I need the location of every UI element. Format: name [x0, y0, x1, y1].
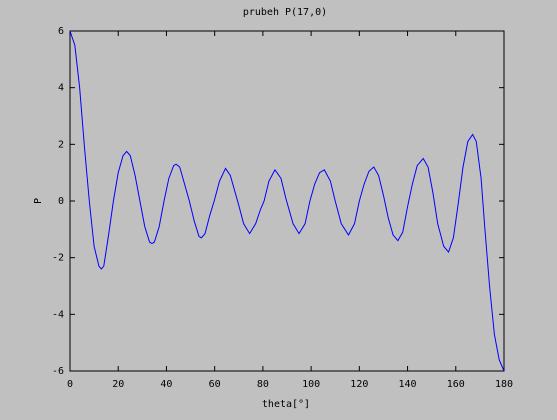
- x-tick-label: 100: [302, 379, 320, 390]
- y-tick-label: 6: [58, 26, 64, 37]
- x-tick-label: 80: [257, 379, 269, 390]
- x-tick-label: 40: [160, 379, 172, 390]
- x-tick-label: 60: [209, 379, 221, 390]
- y-tick-label: -4: [52, 309, 64, 320]
- y-tick-label: 4: [58, 83, 64, 94]
- x-tick-label: 160: [447, 379, 465, 390]
- y-tick-label: 0: [58, 196, 64, 207]
- x-axis-label: theta[°]: [262, 399, 310, 410]
- y-axis-label: P: [33, 198, 44, 204]
- y-tick-label: 2: [58, 139, 64, 150]
- data-line: [69, 30, 505, 372]
- x-tick-label: 180: [495, 379, 513, 390]
- chart-title: prubeh P(17,0): [243, 7, 327, 18]
- y-tick-label: -6: [52, 366, 64, 377]
- x-tick-label: 120: [350, 379, 368, 390]
- y-tick-label: -2: [52, 253, 64, 264]
- x-tick-label: 0: [67, 379, 73, 390]
- x-tick-label: 20: [112, 379, 124, 390]
- x-tick-label: 140: [399, 379, 417, 390]
